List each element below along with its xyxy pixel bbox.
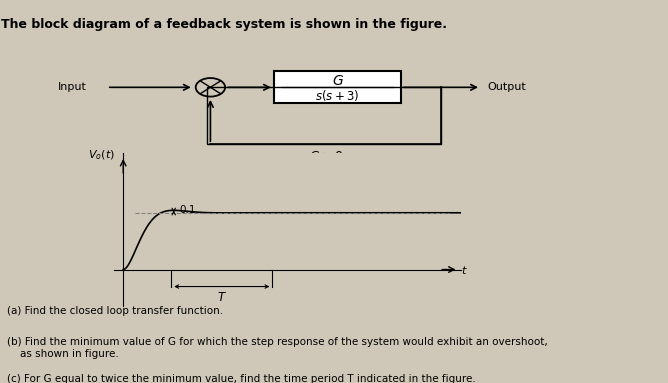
Text: (a) Find the closed loop transfer function.: (a) Find the closed loop transfer functi… <box>7 306 223 316</box>
Text: G: G <box>332 74 343 88</box>
Text: $T$: $T$ <box>217 291 227 304</box>
Text: Output: Output <box>488 82 526 92</box>
Text: The block diagram of a feedback system is shown in the figure.: The block diagram of a feedback system i… <box>1 18 447 31</box>
Text: $s(s+3)$: $s(s+3)$ <box>315 88 359 103</box>
Bar <box>207 87 441 144</box>
Text: 0.1: 0.1 <box>180 205 196 215</box>
Text: $t$: $t$ <box>461 264 468 275</box>
Text: Input: Input <box>58 82 87 92</box>
Text: $V_o(t)$: $V_o(t)$ <box>88 148 115 162</box>
Text: (b) Find the minimum value of G for which the step response of the system would : (b) Find the minimum value of G for whic… <box>7 337 548 358</box>
Text: $G>0$: $G>0$ <box>309 151 343 163</box>
Text: (c) For G equal to twice the minimum value, find the time period T indicated in : (c) For G equal to twice the minimum val… <box>7 374 476 383</box>
Bar <box>274 71 401 103</box>
